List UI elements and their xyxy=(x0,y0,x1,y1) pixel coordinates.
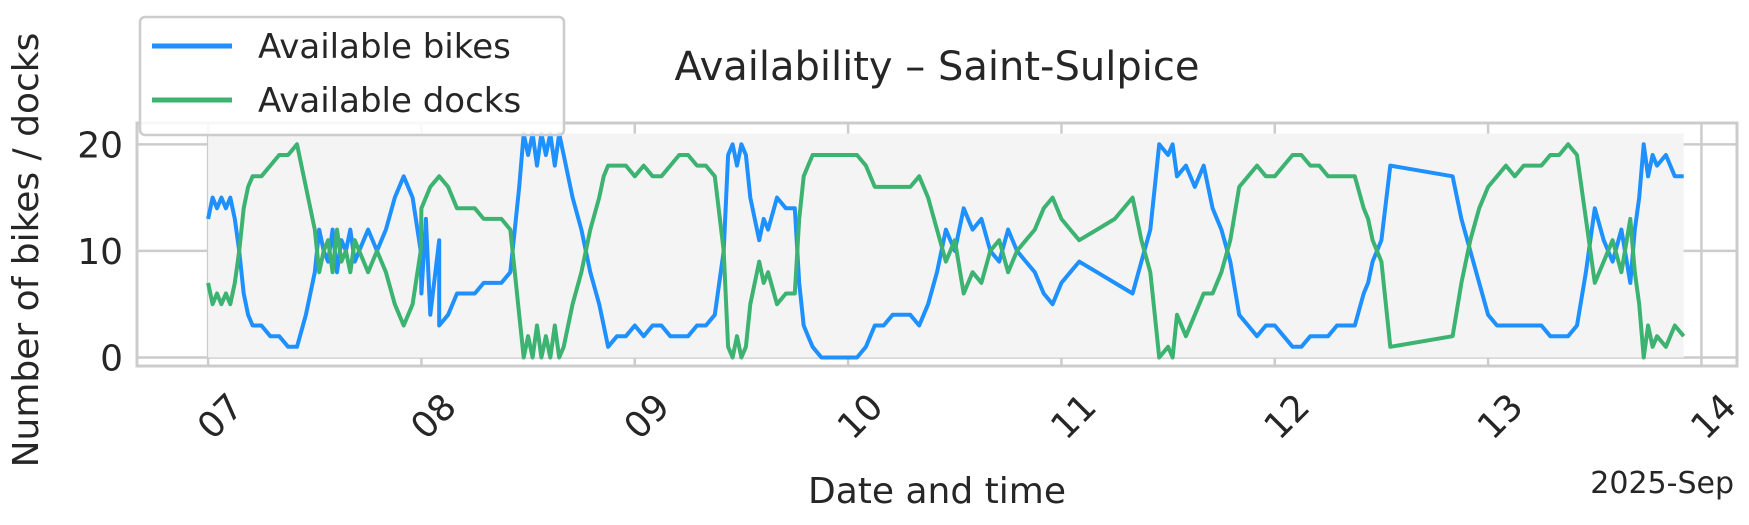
capacity-band xyxy=(208,133,1684,358)
y-tick-label: 20 xyxy=(77,125,123,166)
y-axis-label: Number of bikes / docks xyxy=(6,33,47,468)
legend: Available bikes Available docks xyxy=(138,15,566,137)
x-axis-offset-label: 2025-Sep xyxy=(1590,466,1734,501)
series-lines xyxy=(206,131,1686,360)
x-tick-label: 09 xyxy=(617,386,678,447)
x-tick-label: 13 xyxy=(1470,386,1531,447)
legend-label-docks: Available docks xyxy=(258,81,521,121)
x-tick-label: 07 xyxy=(190,386,251,447)
x-tick-labels: 07 08 09 10 11 12 13 14 xyxy=(190,386,1745,447)
chart-title: Availability – Saint-Sulpice xyxy=(675,44,1200,90)
x-tick-label: 08 xyxy=(403,386,464,447)
plot-frame xyxy=(135,121,1739,368)
y-tick-label: 0 xyxy=(100,338,123,379)
y-tick-label: 10 xyxy=(77,232,123,273)
legend-label-bikes: Available bikes xyxy=(258,27,511,67)
x-tick-label: 10 xyxy=(830,386,891,447)
legend-box xyxy=(138,15,566,137)
y-tick-labels: 0 10 20 xyxy=(77,125,123,379)
series-line-bikes xyxy=(206,131,1684,360)
series-line-docks xyxy=(206,142,1686,360)
x-axis-label: Date and time xyxy=(808,471,1066,512)
x-tick-label: 14 xyxy=(1683,386,1744,447)
x-tick-label: 11 xyxy=(1043,386,1104,447)
x-tick-label: 12 xyxy=(1257,386,1318,447)
